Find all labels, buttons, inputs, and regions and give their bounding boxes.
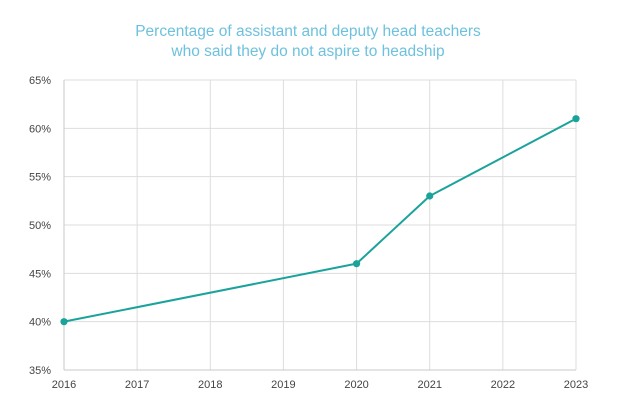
x-tick-label: 2020 xyxy=(344,379,368,391)
data-point xyxy=(572,115,580,123)
chart-title-line-1: Percentage of assistant and deputy head … xyxy=(135,23,481,40)
x-tick-label: 2023 xyxy=(564,379,588,391)
x-tick-label: 2018 xyxy=(198,379,222,391)
data-point xyxy=(60,318,68,326)
data-point xyxy=(352,260,361,268)
y-tick-label: 40% xyxy=(29,317,51,329)
y-tick-label: 35% xyxy=(29,365,51,377)
y-tick-label: 55% xyxy=(29,172,51,184)
y-tick-label: 45% xyxy=(29,268,51,280)
chart-title-line-2: who said they do not aspire to headship xyxy=(171,43,445,60)
chart-title: Percentage of assistant and deputy head … xyxy=(0,22,616,62)
x-tick-label: 2016 xyxy=(52,379,76,391)
data-point xyxy=(426,192,434,200)
x-tick-label: 2019 xyxy=(271,379,295,391)
y-tick-label: 50% xyxy=(29,220,51,232)
y-tick-label: 65% xyxy=(29,75,51,87)
x-tick-label: 2017 xyxy=(125,379,149,391)
series-line xyxy=(63,117,577,323)
y-tick-label: 60% xyxy=(29,123,51,135)
x-tick-label: 2021 xyxy=(417,379,441,391)
x-tick-label: 2022 xyxy=(491,379,515,391)
